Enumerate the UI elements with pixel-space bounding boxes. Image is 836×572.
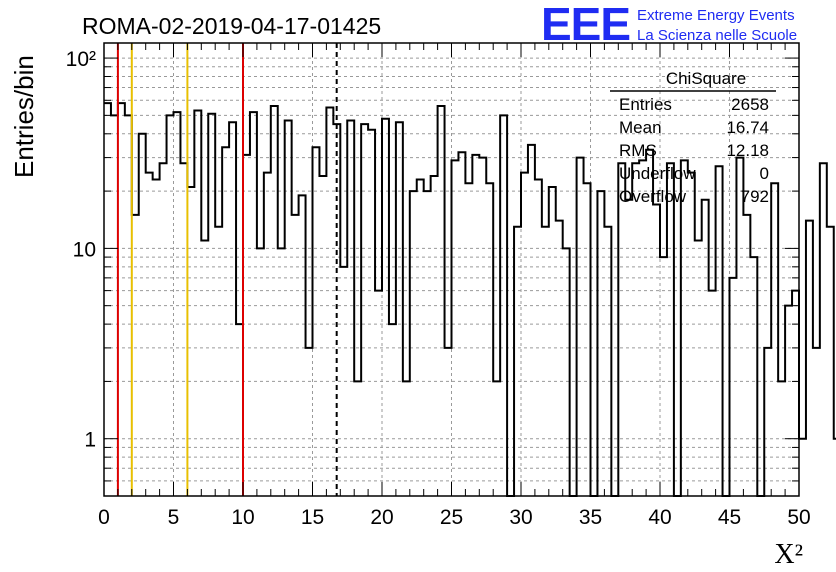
x-tick-label: 30 bbox=[509, 506, 532, 529]
reference-lines bbox=[116, 43, 338, 496]
stats-value-entries: 2658 bbox=[731, 95, 769, 114]
chart-title: ROMA-02-2019-04-17-01425 bbox=[82, 13, 381, 39]
stats-label-rms: RMS bbox=[619, 141, 657, 160]
x-tick-label: 40 bbox=[648, 506, 671, 529]
x-tick-label: 10 bbox=[231, 506, 254, 529]
x-tick-label: 35 bbox=[579, 506, 602, 529]
histogram bbox=[104, 102, 836, 497]
grid bbox=[104, 43, 799, 496]
x-tick-label: 0 bbox=[98, 506, 110, 529]
x-tick-label: 5 bbox=[168, 506, 180, 529]
eee-logo-line2: La Scienza nelle Scuole bbox=[637, 27, 797, 44]
stats-value-mean: 16.74 bbox=[726, 118, 769, 137]
stats-label-underflow: Underflow bbox=[619, 164, 696, 183]
stats-label-entries: Entries bbox=[619, 95, 672, 114]
x-tick-label: 25 bbox=[440, 506, 463, 529]
x-tick-label: 20 bbox=[370, 506, 393, 529]
ticks: 0 5 10 15 20 25 30 35 40 45 50 1 10 10² bbox=[66, 43, 811, 529]
y-axis-title: Entries/bin bbox=[9, 55, 39, 178]
stats-box: ChiSquare Entries 2658 Mean 16.74 RMS 12… bbox=[610, 69, 776, 206]
stats-label-overflow: Overflow bbox=[619, 187, 687, 206]
stats-value-overflow: 792 bbox=[741, 187, 769, 206]
histogram-outline bbox=[104, 102, 836, 497]
eee-logo-line1: Extreme Energy Events bbox=[637, 7, 795, 24]
y-tick-label: 1 bbox=[84, 429, 96, 452]
x-tick-label: 45 bbox=[718, 506, 741, 529]
x-tick-label: 50 bbox=[787, 506, 810, 529]
eee-logo: EEE Extreme Energy Events La Scienza nel… bbox=[541, 0, 797, 50]
stats-label-mean: Mean bbox=[619, 118, 662, 137]
stats-value-rms: 12.18 bbox=[726, 141, 769, 160]
y-tick-label: 10 bbox=[73, 238, 96, 261]
eee-logo-mark: EEE bbox=[541, 0, 630, 50]
y-tick-label: 10² bbox=[66, 48, 96, 71]
stats-title: ChiSquare bbox=[666, 69, 746, 88]
x-tick-label: 15 bbox=[301, 506, 324, 529]
stats-value-underflow: 0 bbox=[760, 164, 769, 183]
x-axis-title: X² bbox=[774, 539, 803, 570]
